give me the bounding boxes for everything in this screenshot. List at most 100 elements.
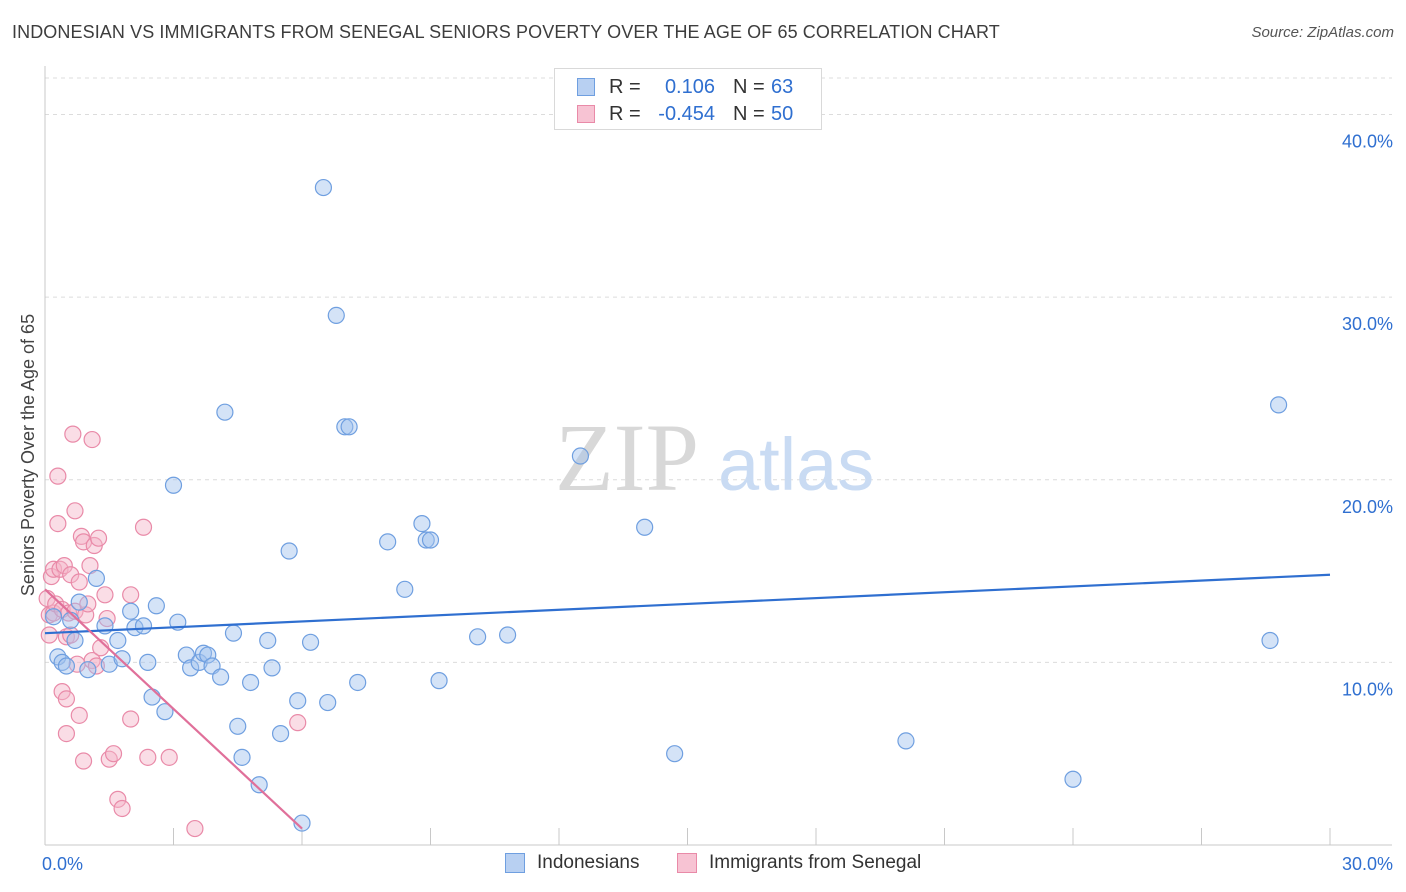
point-senegal (40, 626, 58, 644)
point-senegal (122, 586, 140, 604)
legend-r-label: R = (609, 102, 641, 125)
point-indonesians (417, 531, 435, 549)
point-indonesians (327, 306, 345, 325)
point-indonesians (897, 732, 915, 750)
point-indonesians (396, 580, 414, 598)
axes (44, 66, 1392, 846)
point-indonesians (421, 531, 440, 549)
legend-item-senegal[interactable]: Immigrants from Senegal (677, 852, 921, 874)
point-indonesians (139, 653, 157, 671)
legend-swatch-blue (505, 853, 525, 873)
series-senegal-points (38, 425, 307, 838)
point-indonesians (289, 692, 307, 710)
point-senegal (49, 514, 67, 533)
legend-label-senegal: Immigrants from Senegal (709, 852, 922, 873)
point-senegal (186, 819, 204, 838)
series-legend: Indonesians Immigrants from Senegal (0, 852, 1406, 876)
point-indonesians (44, 608, 63, 626)
trend-line-indonesians (44, 573, 1331, 635)
legend-n-value: 50 (771, 102, 794, 125)
legend-n-label: N = (733, 102, 765, 125)
legend-swatch-pink (677, 853, 697, 873)
point-indonesians (164, 476, 183, 494)
point-indonesians (349, 673, 367, 692)
point-indonesians (212, 668, 230, 686)
point-indonesians (62, 611, 80, 629)
point-senegal (139, 748, 157, 766)
point-indonesians (70, 593, 88, 611)
point-indonesians (636, 518, 654, 536)
point-indonesians (147, 597, 165, 615)
point-indonesians (57, 657, 76, 675)
point-indonesians (100, 655, 118, 673)
legend-n-label: N = (733, 75, 765, 98)
point-indonesians (109, 631, 127, 650)
point-indonesians (1064, 770, 1082, 788)
point-senegal (44, 560, 63, 578)
point-indonesians (340, 418, 358, 436)
point-indonesians (79, 661, 97, 679)
legend-r-label: R = (609, 75, 641, 98)
y-axis-label: Seniors Poverty Over the Age of 65 (18, 314, 38, 596)
point-senegal (122, 710, 140, 728)
point-senegal (55, 556, 73, 575)
legend-swatch-blue (577, 78, 595, 96)
point-indonesians (263, 659, 281, 677)
legend-r-value: -0.454 (658, 102, 715, 125)
series-indonesians-points (44, 178, 1288, 832)
y-tick-label: 30.0% (1342, 314, 1393, 334)
trend-line-senegal (44, 588, 303, 830)
point-indonesians (571, 447, 590, 465)
axis-labels: 10.0% 20.0% 30.0% 40.0% 0.0% 30.0% (42, 132, 1393, 874)
point-indonesians (319, 693, 337, 712)
point-senegal (79, 595, 97, 613)
y-tick-label: 20.0% (1342, 497, 1393, 517)
chart-title: INDONESIAN VS IMMIGRANTS FROM SENEGAL SE… (12, 22, 1000, 42)
legend-swatch-pink (577, 105, 595, 123)
point-indonesians (224, 624, 243, 642)
point-senegal (104, 745, 123, 763)
x-tick-label: 0.0% (42, 854, 83, 874)
point-indonesians (499, 626, 517, 644)
point-senegal (160, 748, 178, 766)
point-indonesians (336, 418, 354, 436)
legend-row-indonesians: R = 0.106 N = 63 (577, 74, 793, 100)
watermark: ZIP atlas (555, 404, 874, 511)
y-tick-label: 10.0% (1342, 679, 1393, 699)
point-senegal (57, 690, 76, 708)
point-senegal (87, 657, 106, 675)
point-indonesians (199, 646, 217, 664)
point-senegal (96, 586, 114, 604)
point-indonesians (177, 646, 195, 664)
legend-item-indonesians[interactable]: Indonesians (505, 852, 639, 874)
watermark-atlas: atlas (718, 423, 874, 506)
point-indonesians (250, 776, 268, 794)
correlation-legend: R = 0.106 N = 63 R = -0.454 N = 50 (554, 68, 822, 130)
point-senegal (134, 518, 153, 536)
legend-label-indonesians: Indonesians (537, 852, 640, 873)
point-senegal (70, 573, 88, 591)
point-indonesians (430, 672, 448, 690)
point-indonesians (469, 628, 487, 646)
legend-n-value: 63 (771, 75, 794, 98)
point-senegal (289, 714, 307, 732)
point-senegal (70, 706, 88, 724)
point-senegal (113, 799, 131, 818)
point-indonesians (293, 814, 311, 832)
point-senegal (49, 467, 67, 485)
x-tick-label: 30.0% (1342, 854, 1393, 874)
point-indonesians (122, 602, 140, 620)
point-senegal (57, 725, 76, 743)
point-indonesians (379, 533, 397, 551)
point-senegal (89, 529, 108, 547)
point-indonesians (1269, 396, 1288, 414)
point-indonesians (242, 673, 260, 692)
point-indonesians (229, 717, 247, 735)
point-senegal (66, 502, 84, 520)
point-indonesians (143, 688, 161, 706)
point-indonesians (182, 659, 200, 677)
source-label: Source: ZipAtlas.com (1251, 24, 1394, 41)
trend-lines (44, 573, 1331, 830)
point-indonesians (134, 617, 153, 635)
